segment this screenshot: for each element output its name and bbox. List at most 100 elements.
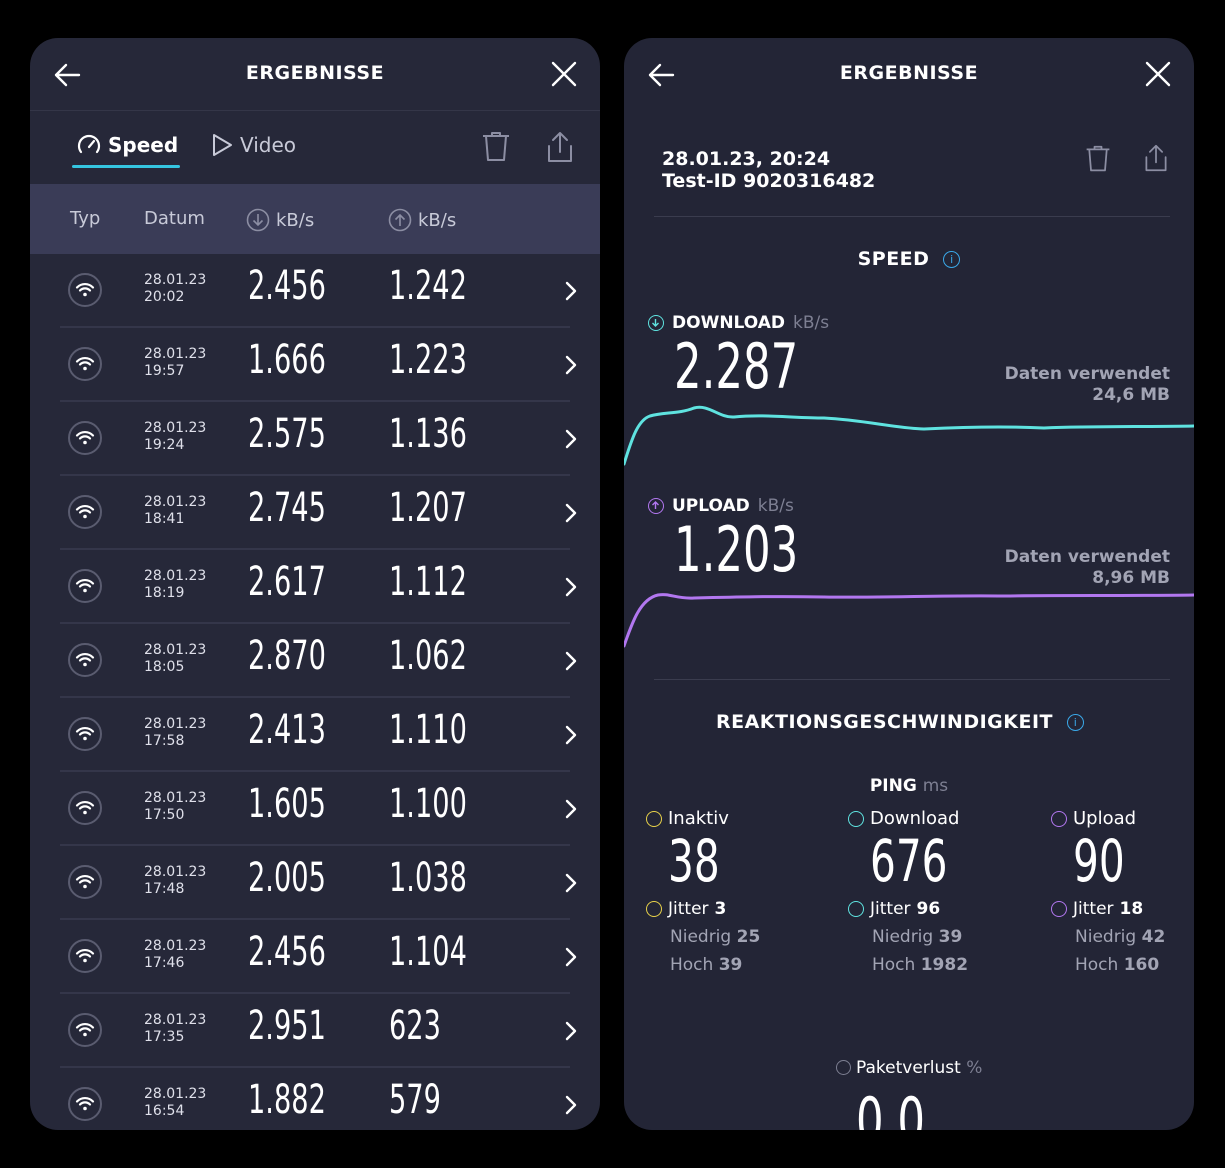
ping-low: Niedrig 25 bbox=[670, 927, 761, 947]
row-download: 2.951 bbox=[248, 1003, 326, 1049]
wifi-icon bbox=[68, 1087, 102, 1121]
ping-high: Hoch 1982 bbox=[872, 955, 969, 975]
row-upload: 1.207 bbox=[389, 485, 467, 531]
upload-arrow-icon bbox=[388, 208, 412, 232]
chevron-right-icon bbox=[565, 799, 577, 819]
play-icon bbox=[213, 134, 232, 156]
test-datetime: 28.01.23, 20:24 bbox=[662, 148, 831, 170]
table-row[interactable]: 28.01.23 17:50 1.605 1.100 bbox=[30, 772, 600, 846]
ping-col-label: Inaktiv bbox=[646, 808, 816, 829]
ping-value: 90 bbox=[1073, 827, 1125, 895]
test-id: Test-ID 9020316482 bbox=[662, 170, 876, 192]
row-download: 2.870 bbox=[248, 633, 326, 679]
table-row[interactable]: 28.01.23 18:41 2.745 1.207 bbox=[30, 476, 600, 550]
trash-icon[interactable] bbox=[1084, 144, 1112, 174]
chevron-right-icon bbox=[565, 503, 577, 523]
share-icon[interactable] bbox=[1142, 142, 1170, 174]
info-icon[interactable]: i bbox=[943, 251, 961, 268]
row-download: 2.745 bbox=[248, 485, 326, 531]
page-title: ERGEBNISSE bbox=[245, 62, 385, 84]
header: ERGEBNISSE bbox=[624, 38, 1194, 110]
table-row[interactable]: 28.01.23 19:57 1.666 1.223 bbox=[30, 328, 600, 402]
wifi-icon bbox=[68, 421, 102, 455]
table-row[interactable]: 28.01.23 17:58 2.413 1.110 bbox=[30, 698, 600, 772]
row-upload: 1.104 bbox=[389, 929, 467, 975]
ping-type-icon bbox=[646, 810, 662, 827]
row-divider bbox=[60, 696, 570, 698]
row-divider bbox=[60, 474, 570, 476]
wifi-icon bbox=[68, 347, 102, 381]
jitter-icon bbox=[848, 901, 864, 917]
row-datetime: 28.01.23 16:54 bbox=[144, 1086, 207, 1119]
row-download: 1.605 bbox=[248, 781, 326, 827]
table-row[interactable]: 28.01.23 16:54 1.882 579 bbox=[30, 1068, 600, 1130]
share-icon[interactable] bbox=[544, 130, 576, 164]
download-speed-graph bbox=[624, 405, 1194, 466]
download-label: DOWNLOAD kB/s bbox=[648, 313, 829, 333]
jitter: Jitter 18 bbox=[1051, 899, 1194, 919]
download-data-used: Daten verwendet 24,6 MB bbox=[1004, 364, 1170, 405]
divider bbox=[654, 679, 1170, 680]
row-divider bbox=[60, 844, 570, 846]
row-download: 2.456 bbox=[248, 929, 326, 975]
chevron-right-icon bbox=[565, 1095, 577, 1115]
divider bbox=[654, 216, 1170, 217]
table-row[interactable]: 28.01.23 20:02 2.456 1.242 bbox=[30, 254, 600, 328]
trash-icon[interactable] bbox=[480, 130, 512, 164]
table-row[interactable]: 28.01.23 17:48 2.005 1.038 bbox=[30, 846, 600, 920]
table-row[interactable]: 28.01.23 19:24 2.575 1.136 bbox=[30, 402, 600, 476]
row-divider bbox=[60, 918, 570, 920]
ping-low: Niedrig 39 bbox=[872, 927, 963, 947]
ping-type-icon bbox=[1051, 810, 1067, 827]
row-divider bbox=[60, 622, 570, 624]
tab-speed[interactable]: Speed bbox=[76, 132, 178, 158]
ping-type-icon bbox=[848, 810, 864, 827]
row-upload: 1.223 bbox=[389, 337, 467, 383]
chevron-right-icon bbox=[565, 1021, 577, 1041]
wifi-icon bbox=[68, 273, 102, 307]
wifi-icon bbox=[68, 865, 102, 899]
jitter: Jitter 3 bbox=[646, 899, 816, 919]
table-row[interactable]: 28.01.23 18:19 2.617 1.112 bbox=[30, 550, 600, 624]
tab-speed-label: Speed bbox=[108, 133, 179, 157]
row-datetime: 28.01.23 18:19 bbox=[144, 568, 207, 601]
upload-speed-graph bbox=[624, 593, 1194, 648]
row-upload: 1.242 bbox=[389, 263, 467, 309]
jitter-icon bbox=[1051, 901, 1067, 917]
row-datetime: 28.01.23 17:35 bbox=[144, 1012, 207, 1045]
table-row[interactable]: 28.01.23 17:46 2.456 1.104 bbox=[30, 920, 600, 994]
row-download: 2.575 bbox=[248, 411, 326, 457]
tab-video-label: Video bbox=[240, 133, 297, 157]
tab-video[interactable]: Video bbox=[210, 132, 296, 158]
active-tab-indicator bbox=[72, 165, 180, 168]
speedometer-icon bbox=[77, 134, 101, 154]
col-datum: Datum bbox=[144, 208, 205, 229]
back-arrow-icon[interactable] bbox=[52, 60, 82, 90]
wifi-icon bbox=[68, 1013, 102, 1047]
download-value: 2.287 bbox=[674, 330, 799, 403]
speed-section-title: SPEED i bbox=[624, 248, 1194, 270]
row-divider bbox=[60, 992, 570, 994]
row-upload: 1.110 bbox=[389, 707, 467, 753]
wifi-icon bbox=[68, 791, 102, 825]
row-datetime: 28.01.23 18:41 bbox=[144, 494, 207, 527]
test-meta: 28.01.23, 20:24 Test-ID 9020316482 bbox=[662, 148, 875, 192]
ping-column-2: Upload 90 Jitter 18 Niedrig 42 Hoch 160 bbox=[1051, 808, 1194, 975]
wifi-icon bbox=[68, 569, 102, 603]
back-arrow-icon[interactable] bbox=[646, 60, 676, 90]
row-upload: 623 bbox=[389, 1003, 441, 1049]
chevron-right-icon bbox=[565, 725, 577, 745]
info-icon[interactable]: i bbox=[1067, 714, 1084, 731]
packet-loss-label: Paketverlust % bbox=[624, 1058, 1194, 1078]
wifi-icon bbox=[68, 939, 102, 973]
close-icon[interactable] bbox=[1144, 60, 1172, 88]
row-datetime: 28.01.23 17:48 bbox=[144, 864, 207, 897]
close-icon[interactable] bbox=[550, 60, 578, 88]
table-row[interactable]: 28.01.23 17:35 2.951 623 bbox=[30, 994, 600, 1068]
header: ERGEBNISSE bbox=[30, 38, 600, 111]
ping-high: Hoch 160 bbox=[1075, 955, 1160, 975]
row-download: 2.413 bbox=[248, 707, 326, 753]
results-list-panel: ERGEBNISSE Speed Video Typ Datum kB/s kB… bbox=[30, 38, 600, 1130]
chevron-right-icon bbox=[565, 355, 577, 375]
table-row[interactable]: 28.01.23 18:05 2.870 1.062 bbox=[30, 624, 600, 698]
